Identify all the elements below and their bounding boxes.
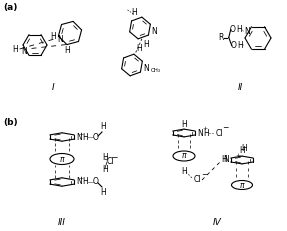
Text: H: H <box>82 177 88 186</box>
Text: O: O <box>93 177 99 186</box>
Text: +: + <box>78 131 84 137</box>
Text: O: O <box>93 133 99 142</box>
Text: +: + <box>78 176 84 182</box>
Text: O: O <box>231 41 237 50</box>
Text: H: H <box>236 25 242 34</box>
Text: H: H <box>50 32 56 41</box>
Text: CH₃: CH₃ <box>150 68 160 73</box>
Text: II: II <box>237 83 243 92</box>
Text: H: H <box>13 45 18 54</box>
Text: Cl: Cl <box>107 156 115 165</box>
Text: H: H <box>136 44 141 53</box>
Text: N: N <box>57 35 63 44</box>
Text: (a): (a) <box>3 3 18 12</box>
Text: H: H <box>131 8 137 17</box>
Text: H: H <box>181 120 187 129</box>
Text: H: H <box>181 167 187 176</box>
Text: H: H <box>100 188 106 197</box>
Text: −: − <box>222 123 228 132</box>
Text: H: H <box>143 40 149 49</box>
Text: N: N <box>151 27 157 36</box>
Text: π: π <box>60 155 64 164</box>
Text: π: π <box>240 180 244 189</box>
Text: N: N <box>76 177 82 186</box>
Text: H: H <box>82 133 88 142</box>
Text: H: H <box>203 128 209 137</box>
Text: N: N <box>223 155 229 164</box>
Text: −: − <box>111 154 117 162</box>
Text: H: H <box>100 122 106 131</box>
Text: H: H <box>102 164 108 173</box>
Text: N: N <box>76 133 82 142</box>
Text: N: N <box>22 46 28 55</box>
Text: R: R <box>218 33 223 42</box>
Text: IV: IV <box>213 218 221 227</box>
Text: H: H <box>237 41 243 50</box>
Text: H: H <box>241 144 247 153</box>
Text: H: H <box>221 155 227 164</box>
Text: Cl: Cl <box>194 176 201 185</box>
Text: H: H <box>64 46 70 55</box>
Text: π: π <box>182 152 186 161</box>
Text: −: − <box>201 170 208 179</box>
Text: (b): (b) <box>3 118 18 127</box>
Text: H: H <box>239 146 245 155</box>
Text: Cl: Cl <box>216 128 224 137</box>
Text: N: N <box>244 27 250 36</box>
Text: III: III <box>58 218 66 227</box>
Text: H: H <box>102 154 108 162</box>
Text: O: O <box>230 25 236 34</box>
Text: N: N <box>143 64 149 73</box>
Text: N: N <box>197 128 203 137</box>
Text: +: + <box>202 126 207 131</box>
Text: I: I <box>52 83 54 92</box>
Text: +: + <box>235 153 240 158</box>
